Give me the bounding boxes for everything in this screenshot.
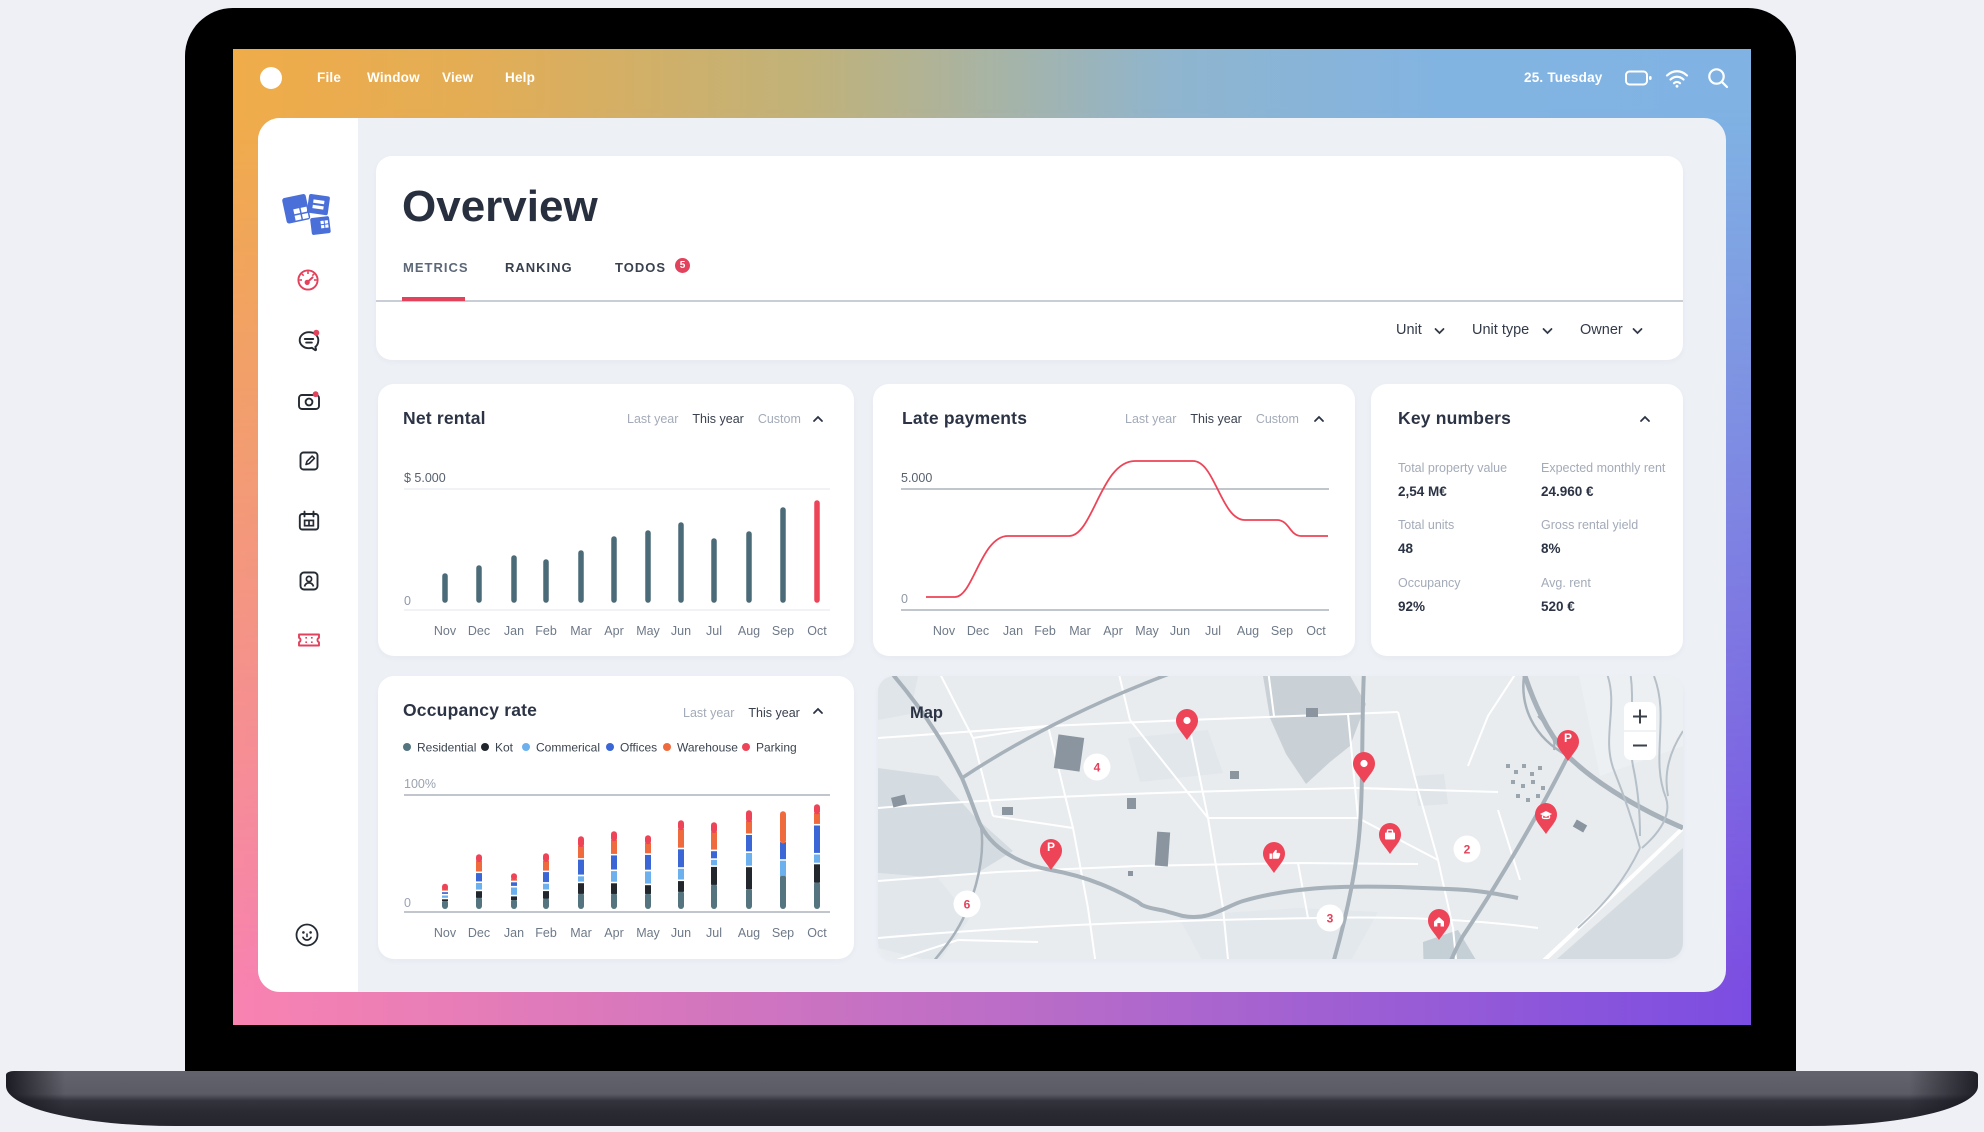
svg-text:$ 5.000: $ 5.000 (404, 471, 446, 485)
svg-text:3: 3 (1327, 912, 1334, 926)
svg-text:Commerical: Commerical (536, 741, 600, 755)
svg-text:0: 0 (901, 592, 908, 606)
svg-text:100%: 100% (404, 777, 436, 791)
svg-text:0: 0 (404, 896, 411, 910)
svg-text:Parking: Parking (756, 741, 797, 755)
svg-text:P: P (1047, 840, 1055, 854)
svg-text:Kot: Kot (495, 741, 514, 755)
svg-text:6: 6 (964, 898, 971, 912)
svg-text:5.000: 5.000 (901, 471, 932, 485)
svg-text:4: 4 (1094, 761, 1101, 775)
svg-text:0: 0 (404, 594, 411, 608)
svg-text:P: P (1564, 731, 1572, 745)
svg-text:Warehouse: Warehouse (677, 741, 738, 755)
svg-text:Offices: Offices (620, 741, 657, 755)
svg-text:Map: Map (910, 704, 943, 722)
svg-text:Residential: Residential (417, 741, 476, 755)
svg-text:2: 2 (1464, 843, 1471, 857)
